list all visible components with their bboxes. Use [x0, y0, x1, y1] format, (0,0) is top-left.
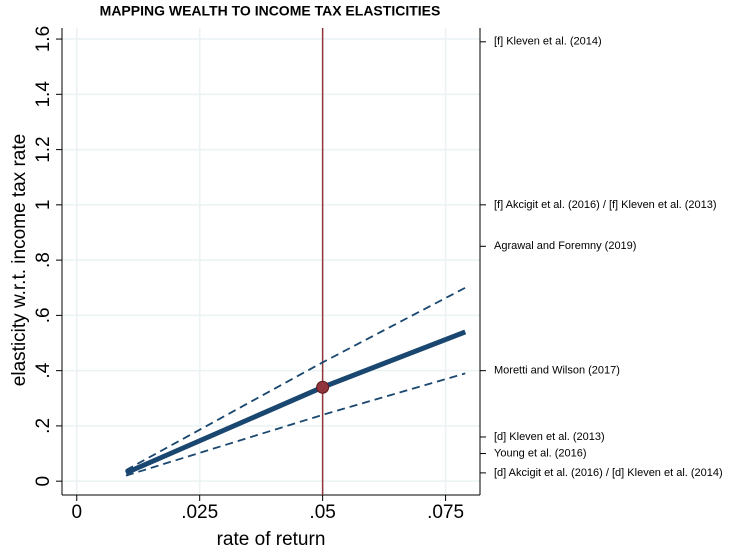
x-tick-label: .075 — [427, 502, 464, 523]
right-tick-label: Moretti and Wilson (2017) — [494, 365, 620, 377]
series-line — [125, 286, 466, 471]
y-tick-label: .2 — [33, 418, 54, 434]
right-tick-label: [d] Kleven et al. (2013) — [494, 431, 605, 443]
x-tick-label: 0 — [71, 502, 82, 523]
plot-area — [62, 28, 480, 495]
x-tick-label: .05 — [309, 502, 335, 523]
right-tick-label: Young et al. (2016) — [494, 447, 587, 459]
right-tick-label: [f] Kleven et al. (2014) — [494, 36, 602, 48]
x-tick-label: .025 — [181, 502, 218, 523]
y-tick-label: 1.2 — [33, 136, 54, 162]
chart-title: MAPPING WEALTH TO INCOME TAX ELASTICITIE… — [100, 3, 441, 19]
y-tick-label: 1.4 — [33, 81, 54, 108]
right-tick-label: [d] Akcigit et al. (2016) / [d] Kleven e… — [494, 467, 723, 479]
right-tick-label: Agrawal and Foremny (2019) — [494, 240, 636, 252]
series-line — [125, 372, 466, 477]
y-tick-label: .8 — [33, 252, 54, 268]
y-tick-label: 1 — [33, 200, 54, 211]
y-tick-label: 0 — [33, 476, 54, 487]
x-axis-label: rate of return — [217, 529, 326, 550]
y-tick-label: .6 — [33, 307, 54, 323]
right-tick-label: [f] Akcigit et al. (2016) / [f] Kleven e… — [494, 199, 717, 211]
y-axis-label: elasticity w.r.t. income tax rate — [9, 134, 30, 386]
highlight-point — [316, 380, 330, 394]
y-tick-label: .4 — [33, 362, 54, 378]
y-tick-label: 1.6 — [33, 26, 54, 52]
